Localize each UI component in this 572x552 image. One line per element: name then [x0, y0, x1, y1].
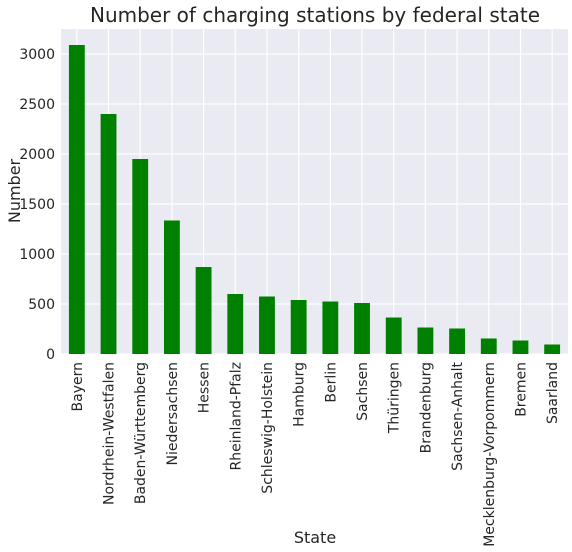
x-tick-label: Hamburg: [292, 362, 308, 427]
x-tick-label: Hessen: [197, 362, 213, 413]
x-tick-label: Mecklenburg-Vorpommern: [482, 362, 498, 547]
x-tick-label: Saarland: [545, 362, 561, 424]
bar: [354, 303, 370, 354]
bar: [449, 328, 466, 354]
y-tick-label: 3000: [19, 47, 55, 63]
bar: [385, 317, 402, 354]
chart-title: Number of charging stations by federal s…: [90, 3, 540, 27]
x-tick-label: Sachsen: [355, 362, 371, 421]
x-tick-label: Niedersachsen: [165, 362, 181, 465]
bar: [417, 327, 434, 354]
bar: [512, 340, 529, 354]
x-tick-label: Bremen: [513, 362, 529, 417]
x-tick-label: Sachsen-Anhalt: [450, 361, 466, 470]
x-tick-label: Nordrhein-Westfalen: [102, 362, 118, 505]
bar: [195, 267, 212, 354]
bar: [290, 300, 307, 354]
y-tick-label: 500: [28, 297, 55, 313]
y-tick-label: 1500: [19, 197, 55, 213]
y-tick-label: 1000: [19, 247, 55, 263]
x-tick-label: Rheinland-Pfalz: [228, 362, 244, 470]
bars: [68, 45, 561, 354]
y-tick-label: 0: [46, 347, 55, 363]
bar: [544, 344, 561, 354]
bar: [132, 159, 149, 354]
bar: [163, 220, 180, 354]
y-tick-label: 2000: [19, 147, 55, 163]
bar: [68, 45, 85, 354]
bar: [480, 338, 497, 354]
x-tick-label: Berlin: [323, 362, 339, 403]
y-tick-label: 2500: [19, 97, 55, 113]
x-axis-ticks: Bayern Nordrhein-Westfalen Baden-Württembe…: [70, 361, 561, 546]
x-tick-label: Schleswig-Holstein: [260, 362, 276, 494]
x-axis-label: State: [294, 528, 336, 547]
x-tick-label: Thüringen: [387, 362, 403, 434]
bar: [227, 294, 244, 354]
x-tick-label: Bayern: [70, 362, 86, 411]
x-tick-label: Baden-Württemberg: [133, 362, 149, 504]
bar: [100, 114, 117, 354]
bar: [259, 296, 275, 354]
bar: [322, 301, 339, 354]
y-axis-label: Number: [5, 158, 24, 223]
x-tick-label: Brandenburg: [418, 362, 434, 453]
y-axis-ticks: 0 500 1000 1500 2000 2500 3000: [19, 47, 55, 363]
